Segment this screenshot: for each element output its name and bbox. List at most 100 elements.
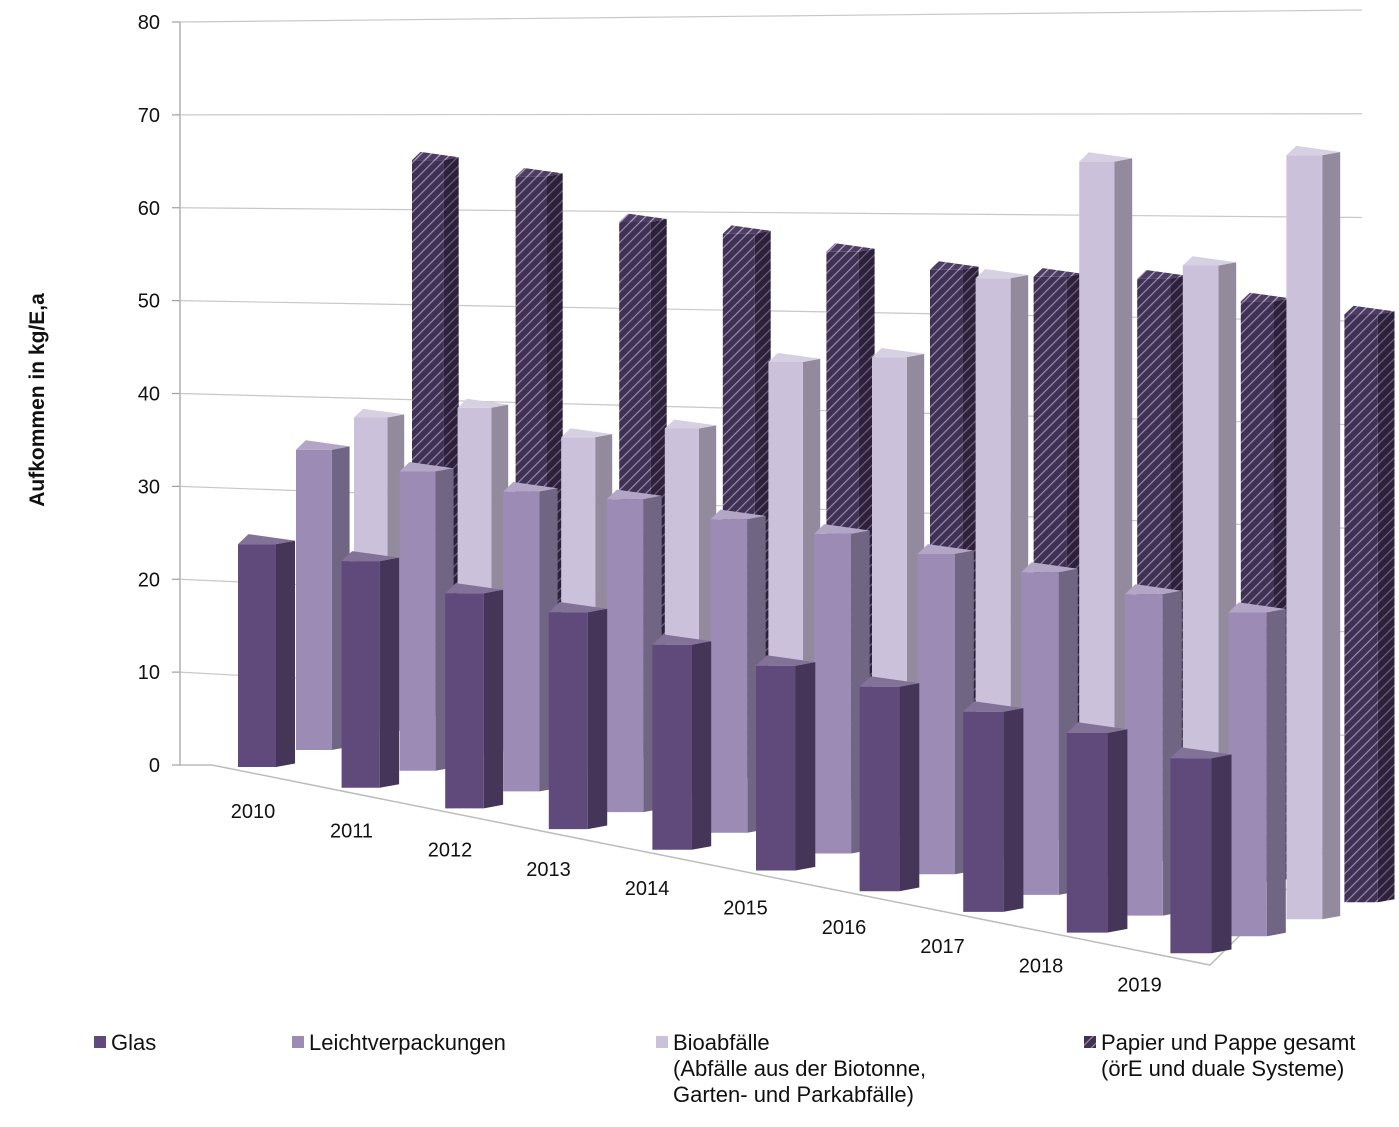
- bar-top: [710, 509, 766, 520]
- bar-side: [483, 589, 504, 809]
- bar-front: [445, 593, 484, 809]
- bar-front: [399, 471, 436, 771]
- bars: [238, 145, 1395, 954]
- legend-swatch: [656, 1036, 668, 1048]
- bar-front: [1228, 612, 1267, 937]
- bar: [1170, 747, 1232, 954]
- y-tick-label: 10: [138, 662, 160, 684]
- bar-top: [503, 482, 558, 492]
- x-tick-label: 2018: [1019, 955, 1064, 977]
- legend-item-0: Glas: [94, 1030, 156, 1055]
- bar-front: [1182, 265, 1219, 899]
- bar: [1182, 256, 1237, 899]
- bar: [652, 634, 712, 850]
- bar-front: [341, 561, 380, 788]
- bar-top: [872, 348, 925, 358]
- bar-front: [238, 544, 276, 767]
- bar-front: [1124, 594, 1163, 916]
- bar: [238, 534, 295, 767]
- bar-top: [548, 602, 608, 613]
- bar-front: [548, 612, 588, 830]
- bar-front: [296, 449, 332, 750]
- y-axis-ticks: 0 10 20 30 40 50 60 70 80: [138, 12, 180, 777]
- legend-item-1: Leichtverpackungen: [292, 1030, 506, 1055]
- bar-top: [1344, 305, 1395, 315]
- bar-top: [1033, 268, 1083, 277]
- bar-side: [1266, 609, 1286, 937]
- bar: [341, 551, 400, 788]
- bar-top: [1066, 722, 1128, 733]
- y-tick-label: 60: [138, 198, 160, 220]
- x-tick-label: 2013: [526, 859, 571, 881]
- y-tick-label: 50: [138, 291, 160, 313]
- x-tick-label: 2015: [723, 898, 768, 920]
- bar: [296, 440, 350, 750]
- y-axis-label: Aufkommen in kg/E,a: [26, 293, 49, 507]
- bar-front: [917, 554, 955, 875]
- bar-front: [1286, 155, 1323, 920]
- legend-swatch: [292, 1036, 304, 1048]
- y-tick-label: 40: [138, 384, 160, 406]
- legend-swatch: [1084, 1036, 1096, 1048]
- legend-label: (Abfälle aus der Biotonne,: [673, 1056, 926, 1081]
- bar-top: [859, 676, 920, 687]
- bar: [548, 602, 608, 830]
- bar-top: [238, 534, 295, 545]
- bar-top: [1124, 584, 1182, 595]
- gridline: [179, 9, 1363, 23]
- bar-front: [963, 711, 1004, 912]
- y-tick-label: 80: [138, 12, 160, 34]
- legend-label: Papier und Pappe gesamt: [1101, 1030, 1355, 1055]
- bar-top: [341, 551, 400, 562]
- bar-top: [814, 524, 870, 534]
- bar-top: [1079, 152, 1133, 162]
- bar-top: [930, 261, 979, 270]
- bar-top: [457, 398, 509, 408]
- bar: [963, 701, 1024, 912]
- x-tick-label: 2012: [428, 840, 473, 862]
- bar-front: [710, 519, 748, 833]
- bar-top: [445, 583, 504, 594]
- bar-front: [1344, 314, 1378, 903]
- legend: Glas Leichtverpackungen Bioabfälle(Abfälle…: [94, 1030, 1355, 1107]
- bar-front: [814, 533, 852, 854]
- bar-front: [756, 665, 796, 871]
- x-axis-ticks: 2010 2011 2012 2013 2014 2015 2016 2017 2018 2019: [231, 801, 1162, 997]
- legend-label: Glas: [111, 1030, 156, 1055]
- y-tick-label: 20: [138, 569, 160, 591]
- bar-top: [1286, 145, 1341, 156]
- legend-label: (örE und duale Systeme): [1101, 1056, 1344, 1081]
- bar: [859, 676, 920, 892]
- bar-top: [826, 243, 875, 252]
- bar-top: [606, 489, 662, 500]
- bar-top: [399, 462, 454, 472]
- legend-item-3: Papier und Pappe gesamt(örE und duale Sy…: [1084, 1030, 1355, 1081]
- bar-side: [276, 540, 295, 767]
- y-tick-label: 70: [138, 105, 160, 127]
- bar-front: [1170, 758, 1212, 954]
- bar-top: [354, 408, 405, 418]
- bar-side: [1322, 152, 1341, 920]
- bar-top: [963, 701, 1024, 712]
- bar-front: [859, 686, 900, 892]
- bar-top: [1228, 602, 1286, 613]
- bar-top: [664, 419, 717, 429]
- bar-front: [1066, 733, 1108, 933]
- legend-label: Bioabfälle: [673, 1030, 770, 1055]
- bar-top: [296, 440, 350, 450]
- bar-top: [412, 151, 459, 161]
- x-tick-label: 2010: [231, 801, 276, 823]
- bar-top: [1182, 256, 1237, 266]
- bar-side: [899, 683, 920, 892]
- bar-side: [795, 662, 816, 871]
- bar-top: [652, 634, 712, 645]
- bar-top: [722, 225, 771, 234]
- bar-top: [1021, 562, 1078, 573]
- bar-side: [379, 557, 400, 788]
- series-0: [238, 534, 1232, 954]
- legend-label: Leichtverpackungen: [309, 1030, 506, 1055]
- bar-top: [1137, 270, 1187, 279]
- legend-swatch: [94, 1036, 106, 1048]
- bar-side: [1107, 729, 1128, 933]
